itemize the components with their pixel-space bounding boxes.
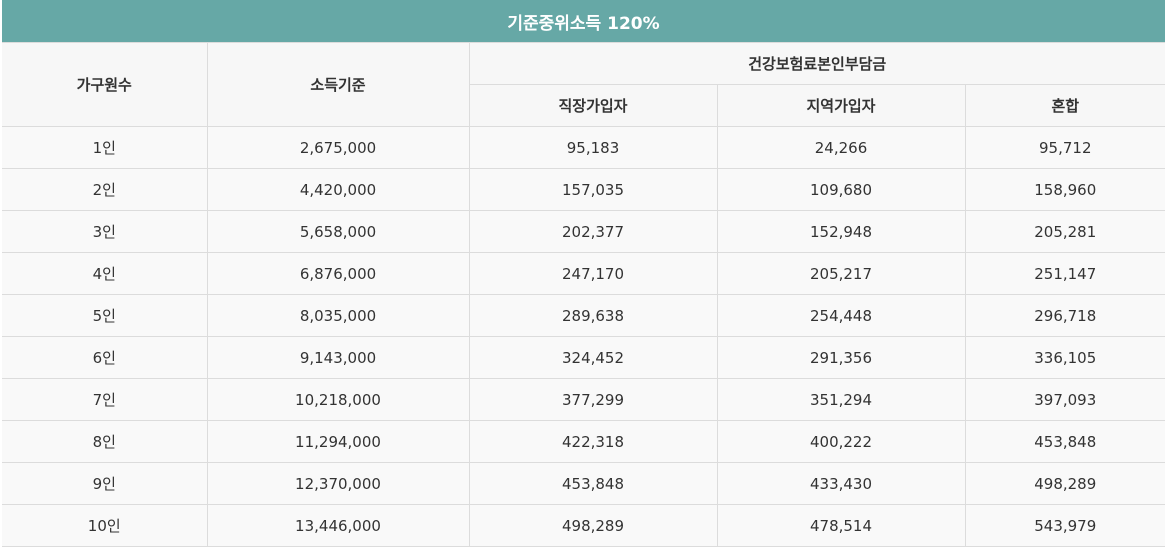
cell-household: 1인 (2, 126, 208, 169)
cell-income: 8,035,000 (206, 294, 470, 337)
cell-employee: 498,289 (468, 504, 718, 547)
cell-income: 12,370,000 (206, 462, 470, 505)
cell-household: 7인 (2, 378, 208, 421)
table-row: 2인 4,420,000 157,035 109,680 158,960 (2, 168, 1165, 211)
cell-regional: 478,514 (716, 504, 966, 547)
table-row: 8인 11,294,000 422,318 400,222 453,848 (2, 420, 1165, 463)
cell-employee: 289,638 (468, 294, 718, 337)
cell-mixed: 336,105 (964, 336, 1165, 379)
header-household: 가구원수 (2, 42, 208, 127)
cell-income: 13,446,000 (206, 504, 470, 547)
cell-household: 3인 (2, 210, 208, 253)
cell-household: 4인 (2, 252, 208, 295)
cell-mixed: 453,848 (964, 420, 1165, 463)
cell-mixed: 251,147 (964, 252, 1165, 295)
cell-income: 5,658,000 (206, 210, 470, 253)
cell-regional: 254,448 (716, 294, 966, 337)
header-regional: 지역가입자 (716, 84, 966, 127)
cell-employee: 247,170 (468, 252, 718, 295)
cell-employee: 377,299 (468, 378, 718, 421)
cell-employee: 202,377 (468, 210, 718, 253)
cell-regional: 109,680 (716, 168, 966, 211)
table-row: 4인 6,876,000 247,170 205,217 251,147 (2, 252, 1165, 295)
cell-regional: 152,948 (716, 210, 966, 253)
cell-regional: 291,356 (716, 336, 966, 379)
table-row: 6인 9,143,000 324,452 291,356 336,105 (2, 336, 1165, 379)
table-title: 기준중위소득 120% (2, 0, 1165, 42)
cell-mixed: 543,979 (964, 504, 1165, 547)
cell-mixed: 205,281 (964, 210, 1165, 253)
header-mixed: 혼합 (964, 84, 1165, 127)
cell-household: 6인 (2, 336, 208, 379)
cell-mixed: 498,289 (964, 462, 1165, 505)
table-row: 9인 12,370,000 453,848 433,430 498,289 (2, 462, 1165, 505)
cell-household: 5인 (2, 294, 208, 337)
header-premium-group: 건강보험료본인부담금 (468, 42, 1165, 85)
cell-regional: 351,294 (716, 378, 966, 421)
cell-household: 2인 (2, 168, 208, 211)
table-row: 5인 8,035,000 289,638 254,448 296,718 (2, 294, 1165, 337)
cell-employee: 157,035 (468, 168, 718, 211)
cell-income: 4,420,000 (206, 168, 470, 211)
cell-employee: 324,452 (468, 336, 718, 379)
cell-income: 9,143,000 (206, 336, 470, 379)
header-employee: 직장가입자 (469, 84, 718, 127)
header-income: 소득기준 (206, 42, 470, 127)
cell-mixed: 158,960 (964, 168, 1165, 211)
cell-employee: 453,848 (468, 462, 718, 505)
cell-regional: 400,222 (716, 420, 966, 463)
cell-income: 6,876,000 (206, 252, 470, 295)
cell-income: 2,675,000 (206, 126, 470, 169)
cell-income: 10,218,000 (206, 378, 470, 421)
table-row: 7인 10,218,000 377,299 351,294 397,093 (2, 378, 1165, 421)
income-premium-table: 가구원수 소득기준 건강보험료본인부담금 직장가입자 지역가입자 혼합 1인 2… (2, 42, 1165, 547)
cell-household: 9인 (2, 462, 208, 505)
cell-regional: 205,217 (716, 252, 966, 295)
table-row: 3인 5,658,000 202,377 152,948 205,281 (2, 210, 1165, 253)
table-row: 10인 13,446,000 498,289 478,514 543,979 (2, 504, 1165, 547)
cell-employee: 422,318 (468, 420, 718, 463)
cell-regional: 433,430 (716, 462, 966, 505)
cell-mixed: 397,093 (964, 378, 1165, 421)
cell-mixed: 95,712 (964, 126, 1165, 169)
cell-household: 8인 (2, 420, 208, 463)
cell-employee: 95,183 (468, 126, 718, 169)
cell-household: 10인 (2, 504, 208, 547)
table-row: 1인 2,675,000 95,183 24,266 95,712 (2, 126, 1165, 169)
cell-income: 11,294,000 (206, 420, 470, 463)
cell-regional: 24,266 (716, 126, 966, 169)
cell-mixed: 296,718 (964, 294, 1165, 337)
